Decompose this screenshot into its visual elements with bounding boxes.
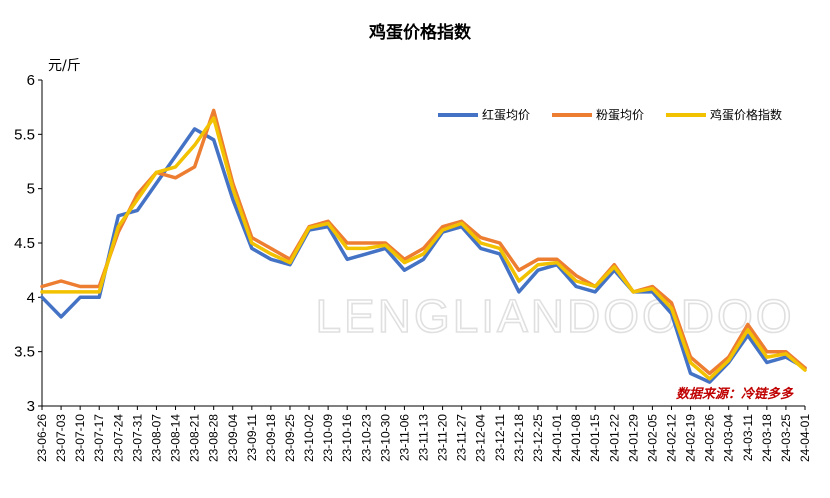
x-tick-label: 24-01-08 <box>569 414 583 462</box>
x-tick-label: 23-07-24 <box>111 414 125 462</box>
x-tick-label: 23-12-25 <box>531 414 545 462</box>
x-tick-label: 24-02-05 <box>645 414 659 462</box>
y-tick-label: 6 <box>27 72 35 89</box>
legend-label-3: 鸡蛋价格指数 <box>710 107 782 122</box>
y-unit-label: 元/斤 <box>48 58 81 74</box>
legend: 红蛋均价 粉蛋均价 鸡蛋价格指数 <box>438 107 782 122</box>
x-tick-label: 24-03-25 <box>779 414 793 462</box>
y-tick-label: 3 <box>27 398 35 415</box>
x-tick-label: 24-01-01 <box>550 414 564 462</box>
x-tick-label: 23-10-23 <box>359 414 373 462</box>
source-note: 数据来源：冷链多多 <box>676 386 794 402</box>
legend-label-2: 粉蛋均价 <box>596 108 644 122</box>
x-tick-label: 23-12-18 <box>512 414 526 462</box>
x-tick-label: 24-02-12 <box>664 414 678 462</box>
x-tick-label: 23-08-07 <box>149 414 163 462</box>
x-tick-label: 23-07-17 <box>92 414 106 462</box>
x-tick-label: 23-09-11 <box>245 414 259 461</box>
x-tick-label: 23-10-09 <box>321 414 335 462</box>
x-tick-label: 23-07-10 <box>73 414 87 462</box>
watermark: LENGLIANDOODOO <box>315 289 794 343</box>
x-tick-label: 23-09-25 <box>283 414 297 462</box>
watermark-text: LENGLIANDOODOO <box>315 290 794 342</box>
legend-label-1: 红蛋均价 <box>482 107 530 122</box>
x-tick-label: 23-09-04 <box>226 414 240 462</box>
x-tick-label: 23-10-02 <box>302 414 316 462</box>
x-tick-label: 24-03-11 <box>741 414 755 461</box>
x-tick-label: 24-01-29 <box>626 414 640 462</box>
x-tick-label: 23-07-03 <box>54 414 68 462</box>
x-tick-label: 23-11-27 <box>455 414 469 461</box>
series-line-1 <box>40 127 807 384</box>
y-tick-label: 5 <box>27 181 35 198</box>
x-tick-label: 23-12-04 <box>474 414 488 462</box>
x-tick-label: 24-01-15 <box>588 414 602 462</box>
x-tick-label: 23-11-20 <box>436 414 450 461</box>
x-tick-label: 23-07-31 <box>130 414 144 462</box>
x-tick-label: 24-02-19 <box>684 414 698 462</box>
y-tick-label: 3.5 <box>14 344 35 361</box>
x-tick-label: 23-11-13 <box>417 414 431 461</box>
plot-area: 3 3.5 4 4.5 5 5.5 6 23-06-26 23-07-03 23-07-10 23-… <box>14 72 812 462</box>
x-tick-label: 23-11-06 <box>397 414 411 461</box>
x-tick-label: 24-03-18 <box>760 414 774 462</box>
x-tick-label: 23-06-26 <box>35 414 49 462</box>
x-tick-label: 23-12-11 <box>493 414 507 461</box>
x-tick-label: 23-08-21 <box>188 414 202 462</box>
x-tick-label: 23-10-30 <box>378 414 392 462</box>
x-tick-label: 24-02-26 <box>703 414 717 462</box>
x-tick-label: 23-09-18 <box>264 414 278 462</box>
x-tick-label: 23-08-28 <box>207 414 221 462</box>
y-tick-label: 4 <box>27 289 35 306</box>
series-line-3 <box>40 116 807 381</box>
x-tick-label: 23-08-14 <box>169 414 183 462</box>
x-tick-label: 24-03-04 <box>722 414 736 462</box>
x-tick-label: 24-04-01 <box>798 414 812 462</box>
y-tick-label: 5.5 <box>14 126 35 143</box>
y-tick-label: 4.5 <box>14 235 35 252</box>
chart-title: 鸡蛋价格指数 <box>368 22 472 43</box>
series-line-2 <box>40 108 807 376</box>
x-tick-label: 24-01-22 <box>607 414 621 462</box>
x-tick-label: 23-10-16 <box>340 414 354 462</box>
